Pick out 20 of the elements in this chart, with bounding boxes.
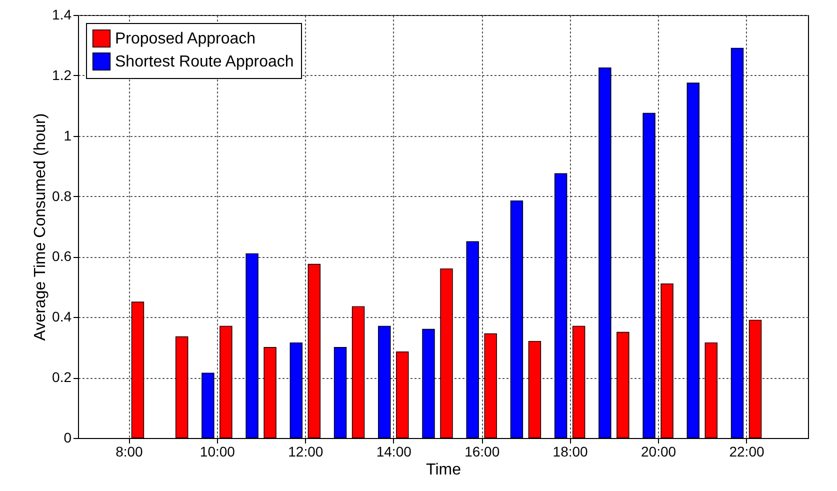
legend-label: Shortest Route Approach: [115, 54, 294, 70]
y-tick-label: 0.4: [52, 308, 72, 325]
x-tick-label: 22:00: [729, 444, 764, 460]
x-tick-label: 14:00: [376, 444, 412, 460]
x-tick-label: 12:00: [288, 444, 324, 460]
x-tick-label: 20:00: [641, 444, 676, 460]
x-tick-label: 16:00: [464, 444, 500, 460]
x-tick-label: 8:00: [116, 444, 144, 460]
y-axis-title: Average Time Consumed (hour): [32, 113, 50, 341]
x-axis-title: Time: [426, 462, 462, 478]
x-tick-label: 10:00: [200, 444, 236, 460]
y-tick-label: 0.2: [52, 369, 72, 386]
y-tick-label: 0.8: [52, 188, 72, 204]
y-tick-label: 0.6: [52, 248, 72, 264]
y-tick-label: 1.4: [52, 6, 72, 22]
legend-label: Proposed Approach: [115, 30, 256, 48]
x-tick-label: 18:00: [552, 444, 588, 460]
y-tick-label: 1: [64, 127, 72, 144]
y-tick-label: 1.2: [52, 66, 72, 83]
y-tick-label: 0: [64, 430, 72, 446]
